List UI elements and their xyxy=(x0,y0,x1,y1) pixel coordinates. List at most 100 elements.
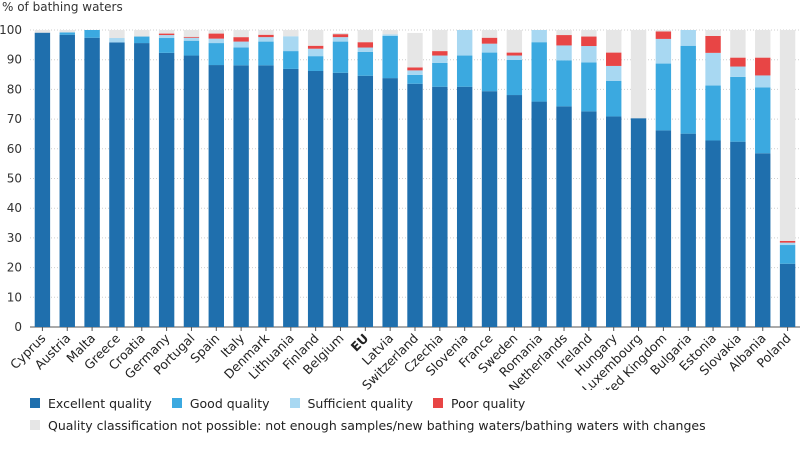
bar-segment xyxy=(481,52,498,92)
bar-segment xyxy=(382,78,398,327)
legend-label: Good quality xyxy=(189,395,270,411)
bar-segment xyxy=(407,70,423,75)
bar-segment xyxy=(655,130,672,327)
legend-row: Excellent quality Good quality Sufficient … xyxy=(30,392,790,414)
bar-segment xyxy=(183,30,200,37)
bar-segment xyxy=(332,37,349,42)
bar-segment xyxy=(506,52,523,56)
bar-segment xyxy=(158,52,175,328)
bar-segment xyxy=(109,38,125,43)
bar-segment xyxy=(307,70,324,328)
chart-plot: 0102030405060708090100CyprusAustriaMalta… xyxy=(0,23,800,390)
legend: Excellent quality Good quality Sufficient … xyxy=(30,392,790,436)
bar-segment xyxy=(307,48,324,57)
bar-segment xyxy=(183,55,200,328)
bar-segment xyxy=(307,56,324,71)
bar-segment xyxy=(730,66,746,77)
bar-segment xyxy=(655,31,672,39)
bar-segment xyxy=(581,36,597,47)
y-tick-label: 40 xyxy=(7,201,22,215)
bar-segment xyxy=(283,51,299,69)
bar-segment xyxy=(382,35,398,79)
bar-segment xyxy=(755,57,771,76)
legend-entry: Good quality xyxy=(171,395,270,411)
bar-segment xyxy=(531,30,547,43)
bar-segment xyxy=(432,86,448,328)
bar-segment xyxy=(581,62,597,112)
bar-segment xyxy=(407,67,423,71)
bar-segment xyxy=(730,76,746,142)
bar-segment xyxy=(606,80,622,117)
y-tick-label: 20 xyxy=(7,261,22,275)
bar-segment xyxy=(233,47,249,66)
bar-segment xyxy=(705,52,721,86)
bar-segment xyxy=(779,245,796,264)
bar-segment xyxy=(581,46,597,63)
bar-segment xyxy=(779,242,796,246)
bar-segment xyxy=(581,111,597,328)
y-tick-label: 0 xyxy=(14,320,22,334)
bar-segment xyxy=(332,72,349,327)
bar-segment xyxy=(779,263,796,327)
bar-segment xyxy=(481,30,498,38)
bar-segment xyxy=(357,51,374,76)
legend-entry: Excellent quality xyxy=(30,396,152,411)
bar-segment xyxy=(432,30,448,52)
legend-row: Quality classification not possible: not… xyxy=(30,414,790,436)
bar-segment xyxy=(307,30,324,46)
bar-segment xyxy=(283,68,299,328)
bar-segment xyxy=(705,30,721,36)
bar-segment xyxy=(34,32,51,327)
bar-segment xyxy=(531,42,547,102)
bar-segment xyxy=(158,33,175,36)
bar-segment xyxy=(705,85,721,141)
bar-segment xyxy=(307,45,324,49)
bar-segment xyxy=(655,30,672,32)
legend-swatch xyxy=(171,398,182,408)
bar-segment xyxy=(258,30,274,35)
bar-segment xyxy=(208,33,224,39)
bar-segment xyxy=(680,30,696,46)
bar-segment xyxy=(779,240,796,243)
bar-segment xyxy=(481,43,498,53)
bar-segment xyxy=(755,75,771,88)
bar-segment xyxy=(432,62,448,87)
bar-segment xyxy=(506,30,523,53)
legend-swatch xyxy=(433,398,444,408)
bar-segment xyxy=(680,45,696,134)
bar-segment xyxy=(84,37,100,328)
bar-segment xyxy=(208,43,224,66)
bar-segment xyxy=(531,101,547,328)
bar-segment xyxy=(332,34,349,38)
bar-segment xyxy=(407,32,423,68)
bar-segment xyxy=(779,30,796,241)
bar-segment xyxy=(407,83,423,328)
y-tick-label: 30 xyxy=(7,231,22,245)
bar-segment xyxy=(705,35,721,53)
bar-segment xyxy=(755,153,771,327)
bar-segment xyxy=(481,91,498,327)
y-tick-label: 100 xyxy=(0,23,22,37)
bar-segment xyxy=(357,42,374,48)
legend-entry: Sufficient quality xyxy=(289,395,414,411)
bar-segment xyxy=(606,116,622,327)
bar-segment xyxy=(208,65,224,328)
bar-segment xyxy=(208,38,224,44)
bar-segment xyxy=(158,30,175,34)
bar-segment xyxy=(730,141,746,327)
bar-segment xyxy=(630,118,647,327)
bar-segment xyxy=(59,34,75,327)
bar-segment xyxy=(755,30,771,58)
bar-segment xyxy=(556,35,572,46)
bar-segment xyxy=(382,34,398,36)
bar-segment xyxy=(183,37,200,41)
legend-label: Quality classification not possible: not… xyxy=(48,417,706,433)
bar-segment xyxy=(283,36,299,52)
bar-segment xyxy=(134,30,150,37)
y-tick-label: 10 xyxy=(7,290,22,304)
bar-segment xyxy=(680,133,696,327)
bar-segment xyxy=(556,106,572,327)
legend-label: Sufficient quality xyxy=(307,395,414,411)
legend-swatch xyxy=(30,398,40,408)
legend-entry: Quality classification not possible: not… xyxy=(30,418,706,433)
